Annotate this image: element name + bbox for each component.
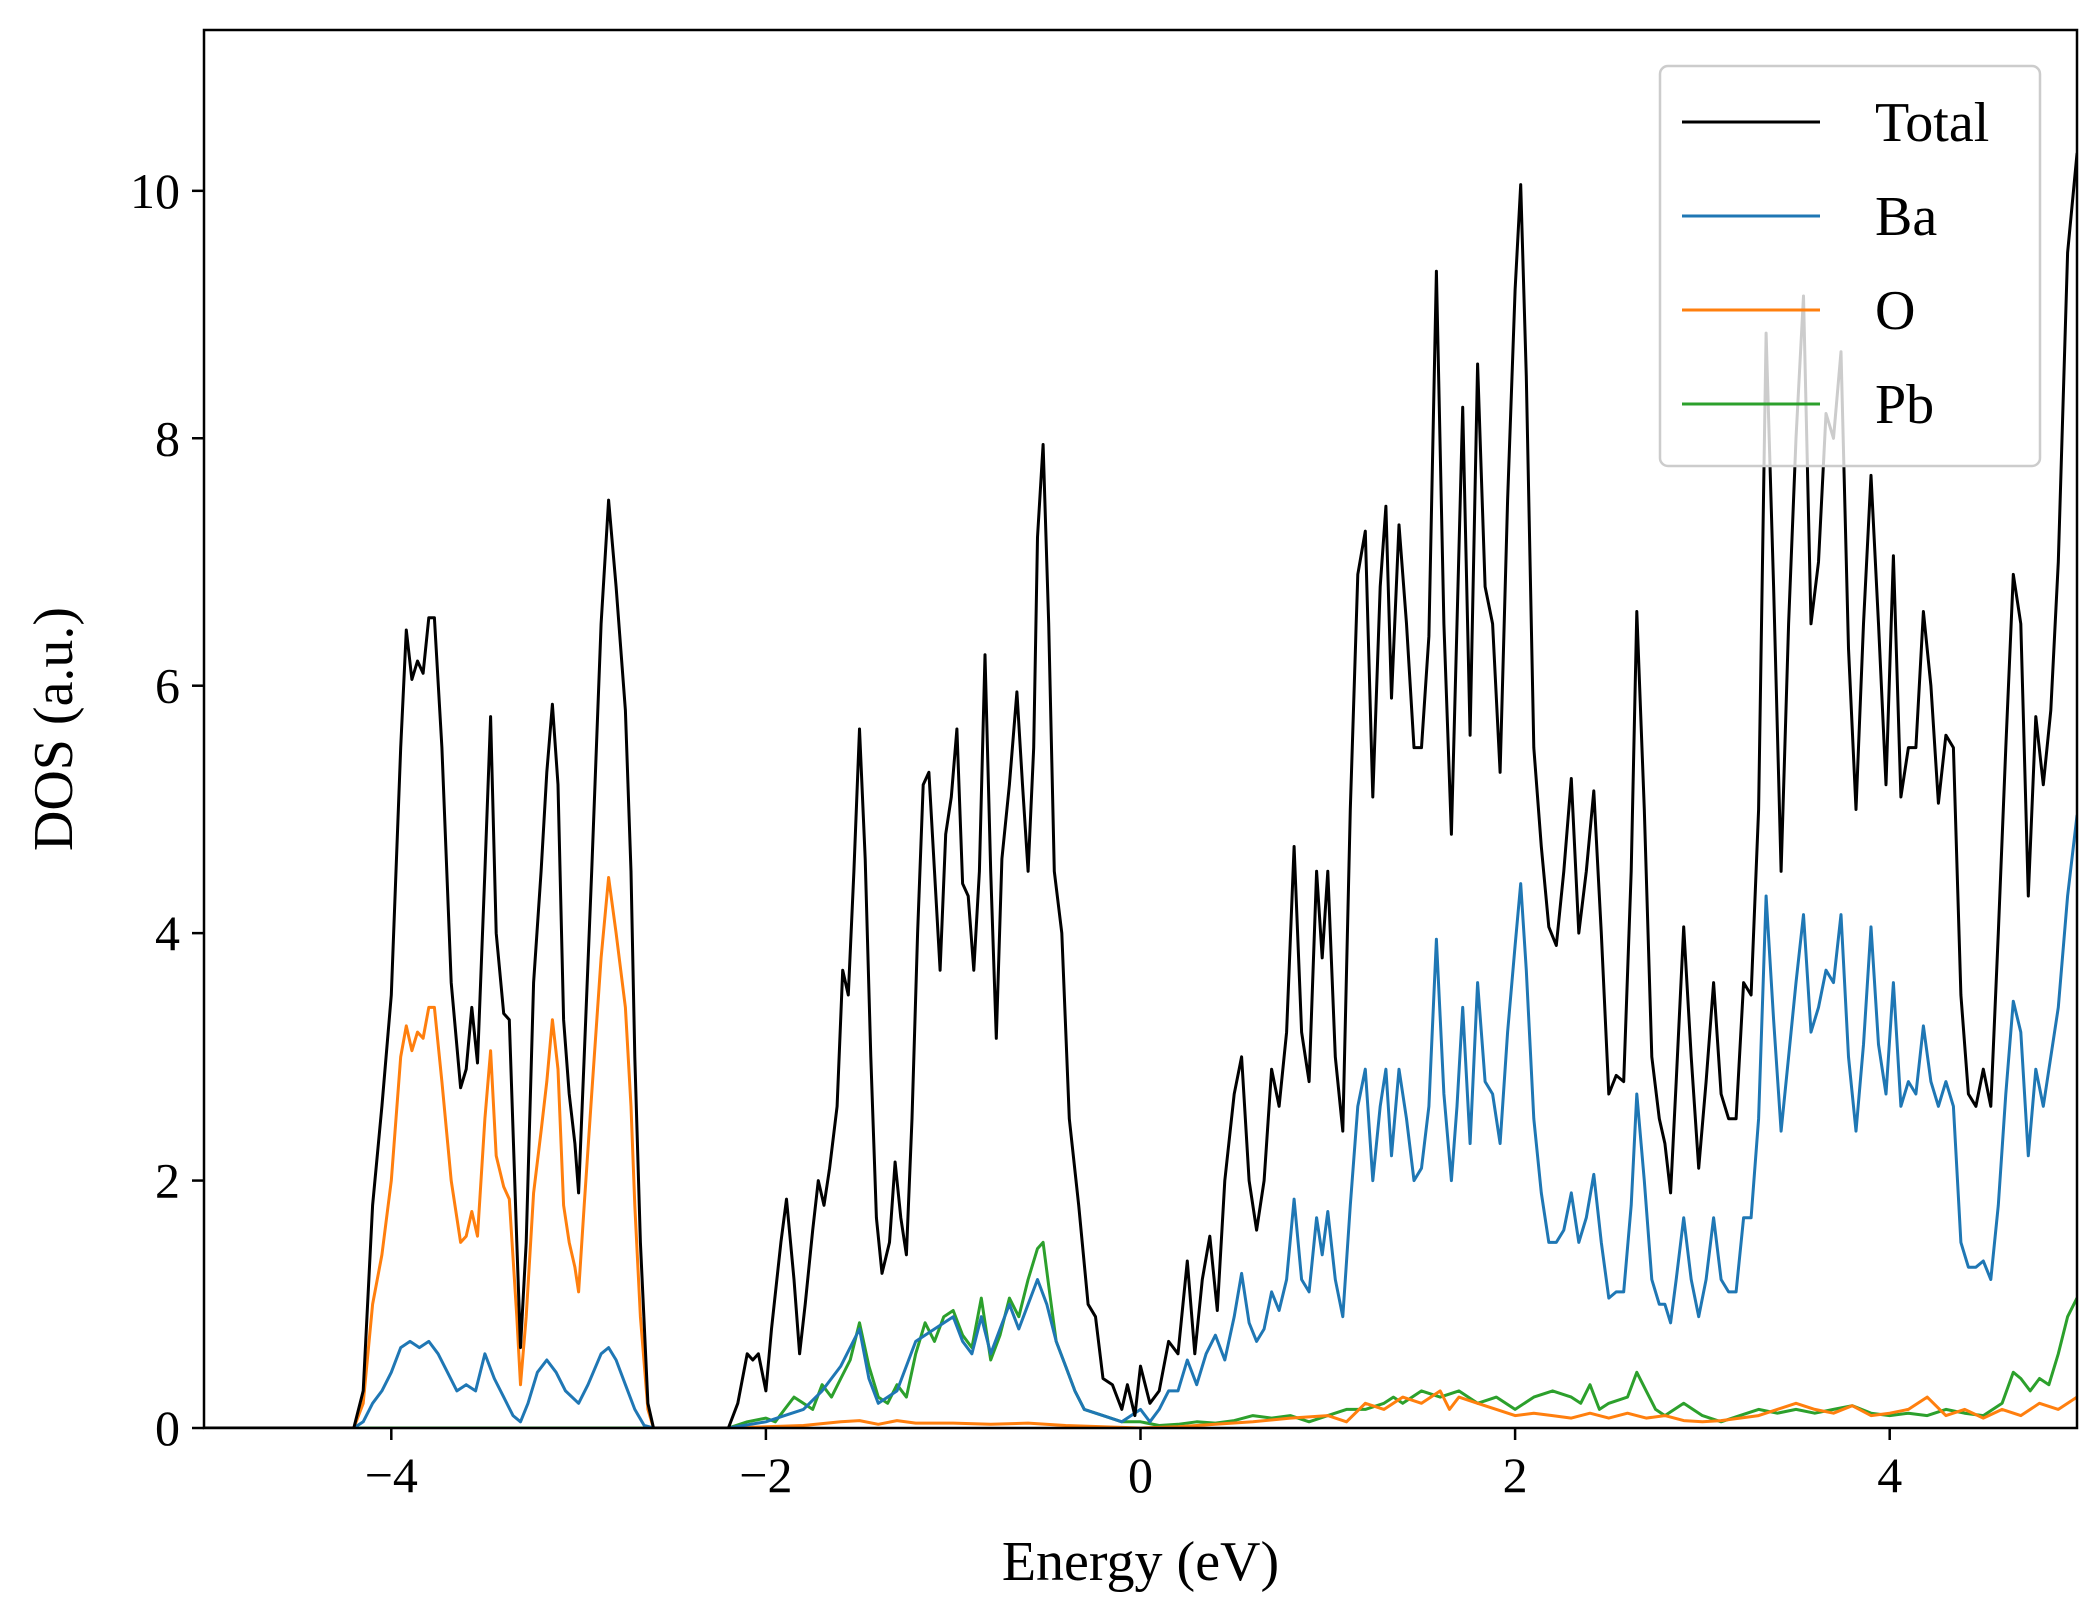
y-tick-label: 8 — [155, 410, 180, 466]
legend-label-ba: Ba — [1875, 186, 1937, 248]
series-line-o — [204, 876, 2077, 1428]
y-axis-ticks: 0 2 4 6 8 10 — [130, 163, 204, 1456]
legend-label-total: Total — [1875, 92, 1989, 154]
x-axis-ticks: −4 −2 0 2 4 — [365, 1428, 1902, 1503]
x-tick-label: 0 — [1128, 1447, 1153, 1503]
x-axis-label: Energy (eV) — [1002, 1531, 1279, 1593]
legend: Total Ba O Pb — [1658, 64, 2042, 468]
legend-box — [1658, 64, 2042, 468]
y-axis-label: DOS (a.u.) — [23, 607, 85, 851]
y-tick-label: 2 — [155, 1153, 180, 1209]
y-tick-label: 4 — [155, 905, 180, 961]
legend-label-pb: Pb — [1875, 374, 1934, 436]
legend-entries: Total Ba O Pb — [1682, 92, 1989, 436]
x-tick-label: 2 — [1503, 1447, 1528, 1503]
series-line-ba — [204, 814, 2077, 1428]
x-tick-label: 4 — [1877, 1447, 1902, 1503]
y-tick-label: 10 — [130, 163, 180, 219]
y-tick-label: 6 — [155, 658, 180, 714]
series-line-pb — [204, 1240, 2077, 1428]
series-line-total — [204, 152, 2077, 1428]
x-tick-label: −2 — [739, 1447, 792, 1503]
series-layer — [204, 152, 2077, 1428]
legend-label-o: O — [1875, 280, 1915, 342]
y-tick-label: 0 — [155, 1400, 180, 1456]
x-tick-label: −4 — [365, 1447, 418, 1503]
